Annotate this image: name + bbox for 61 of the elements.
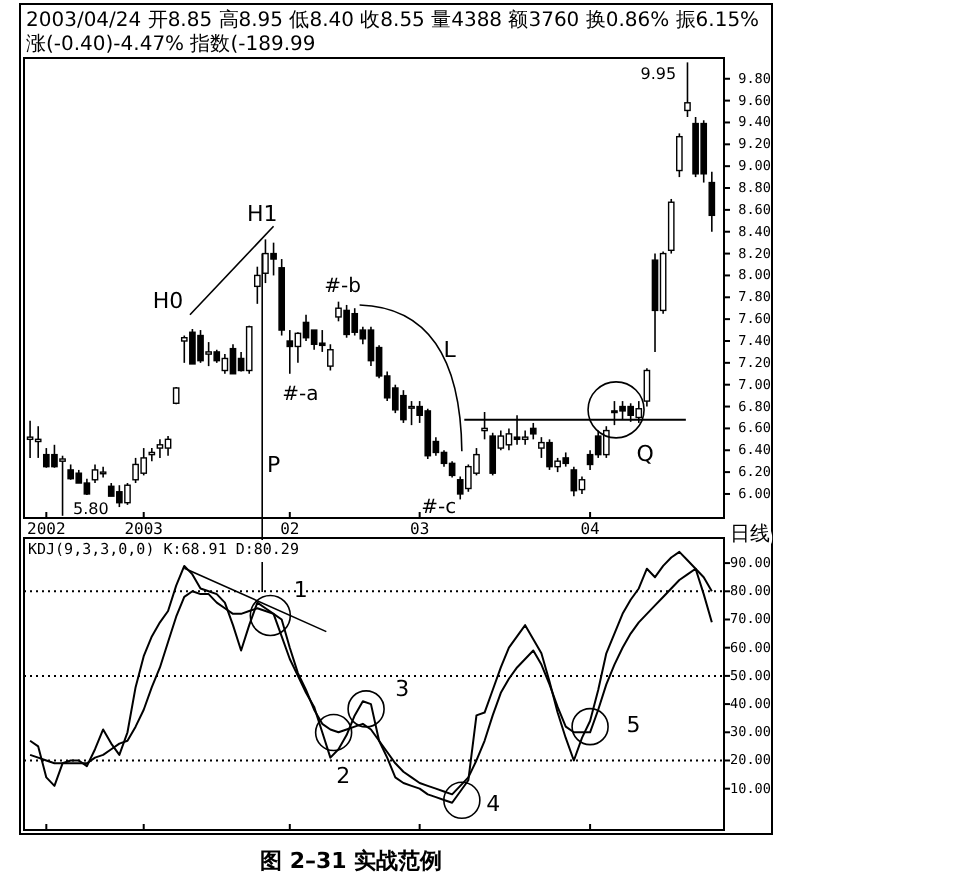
candlestick: [424, 407, 432, 460]
candlestick: [318, 329, 326, 353]
annotation: 4: [486, 791, 501, 818]
candlestick: [140, 447, 148, 477]
annotation: L: [443, 337, 458, 364]
candlestick: [51, 443, 58, 469]
candlestick: [310, 329, 318, 351]
candlestick: [116, 484, 123, 508]
x-tick-label: 03: [410, 520, 430, 538]
candlestick: [643, 367, 651, 408]
candlestick: [254, 265, 261, 305]
candlestick: [546, 438, 553, 471]
candlestick: [570, 465, 578, 497]
candlestick: [99, 465, 107, 479]
candlestick: [408, 400, 415, 426]
candlestick: [34, 425, 42, 459]
annotation: #-a: [282, 384, 319, 406]
candlestick: [189, 328, 196, 365]
annotation: 2: [336, 763, 351, 790]
annotation: H1: [246, 200, 278, 227]
candlestick: [594, 429, 602, 459]
candlestick: [505, 427, 513, 452]
candlestick: [286, 329, 294, 375]
annotation: 5.80: [73, 499, 109, 518]
candlestick: [327, 343, 334, 372]
annotation: Q: [636, 441, 655, 468]
text: 图 2–31 实战范例: [260, 848, 443, 874]
candlestick: [245, 324, 253, 375]
candlestick: [262, 238, 269, 284]
candlestick: [132, 457, 139, 484]
x-tick-label: 2002: [27, 520, 66, 538]
annotation: #-c: [421, 496, 457, 519]
candlestick: [602, 425, 610, 459]
candlestick: [400, 389, 407, 424]
candlestick: [343, 304, 350, 339]
candlestick: [124, 482, 131, 506]
candlestick: [489, 431, 497, 477]
annotation: P: [267, 452, 282, 479]
candlestick: [164, 435, 172, 457]
annotation: 3: [395, 675, 410, 702]
candlestick: [156, 438, 164, 459]
candlestick: [205, 341, 212, 367]
text: 日线: [730, 522, 770, 546]
candlestick: [391, 383, 399, 414]
candlestick: [676, 132, 683, 178]
annotation: H0: [152, 288, 184, 315]
candlestick: [91, 463, 99, 484]
x-tick-label: 02: [280, 520, 300, 538]
candlestick: [180, 334, 188, 364]
candlestick: [197, 329, 204, 364]
candlestick: [42, 447, 50, 469]
candlestick: [351, 307, 359, 337]
x-tick-label: 2003: [124, 520, 164, 538]
annotation: 9.95: [640, 64, 677, 83]
annotation: 1: [293, 576, 308, 603]
x-tick-label: 04: [580, 520, 601, 538]
annotation: 5: [626, 712, 641, 739]
candlestick: [538, 436, 545, 459]
text: 2003/04/24 开8.85 高8.95 低8.40 收8.55 量4388 额3760 换0.86% 振6.15% 涨(-0.40)-4.47% 指数(-189.99: [26, 8, 760, 56]
annotation: #-b: [324, 275, 361, 298]
candlestick: [270, 241, 277, 277]
